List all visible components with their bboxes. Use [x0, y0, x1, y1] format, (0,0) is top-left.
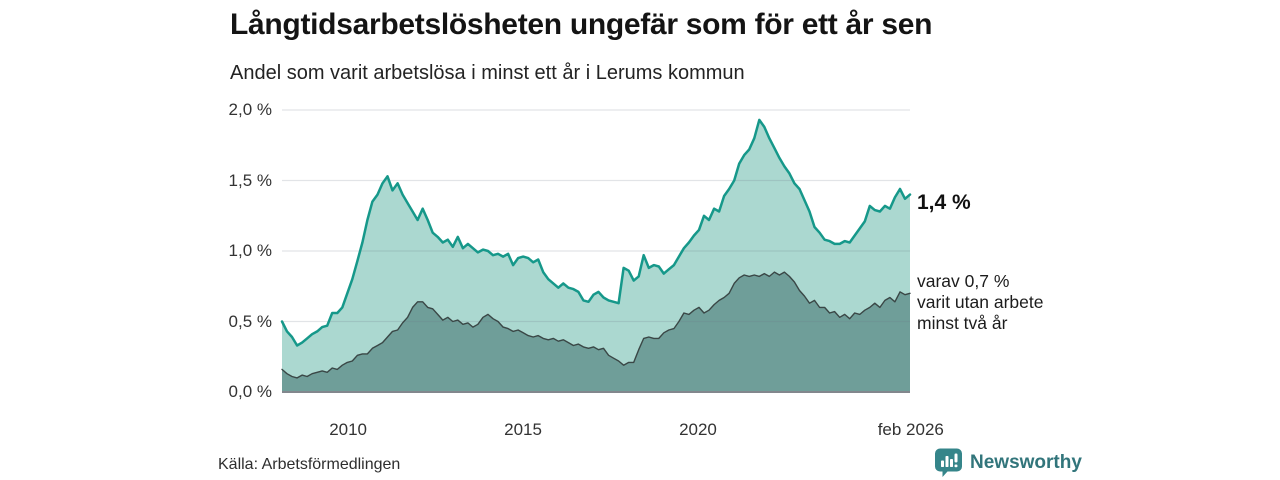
x-tick-label: 2010: [329, 420, 368, 439]
source-note: Källa: Arbetsförmedlingen: [218, 456, 401, 473]
series-two-year-line: [281, 271, 911, 379]
y-tick-label: 1,5 %: [228, 170, 272, 190]
y-tick-label: 1,0 %: [228, 241, 272, 260]
newsworthy-logo: Newsworthy: [935, 448, 1082, 477]
series-total-line: [280, 118, 912, 347]
y-tick-label: 0,0 %: [228, 382, 272, 401]
page-title: Långtidsarbetslösheten ungefär som för e…: [230, 8, 933, 41]
end-label-total: 1,4 %: [917, 191, 971, 214]
newsworthy-bubble-chart-icon: [935, 448, 962, 477]
chart-subtitle: Andel som varit arbetslösa i minst ett å…: [230, 62, 745, 84]
end-label-two-year: varav 0,7 % varit utan arbete minst två …: [917, 271, 1044, 333]
x-tick-label: 2015: [504, 420, 542, 439]
x-tick-label: feb 2026: [877, 420, 944, 439]
brand-name: Newsworthy: [970, 451, 1082, 473]
y-tick-label: 2,0 %: [228, 100, 272, 119]
x-tick-label: 2020: [679, 420, 717, 439]
series-two-year-area: [282, 272, 910, 392]
y-tick-label: 0,5 %: [228, 311, 272, 331]
